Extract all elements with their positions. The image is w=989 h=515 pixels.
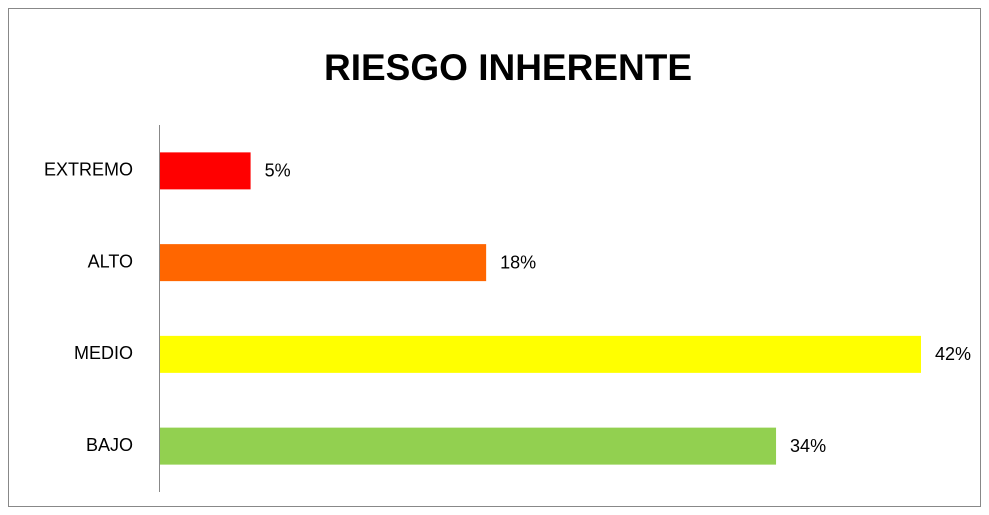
y-tick-label: MEDIO [74,343,133,363]
data-label: 34% [790,436,826,456]
y-tick-label: ALTO [88,251,133,271]
y-tick-label: EXTREMO [44,160,133,180]
bar [160,335,921,373]
data-label: 42% [935,344,971,364]
chart-title: RIESGO INHERENTE [324,47,692,88]
bar [160,244,487,282]
bar [160,152,251,190]
data-label: 5% [265,161,291,181]
data-label: 18% [500,252,536,272]
bar [160,427,777,465]
y-tick-label: BAJO [86,435,133,455]
